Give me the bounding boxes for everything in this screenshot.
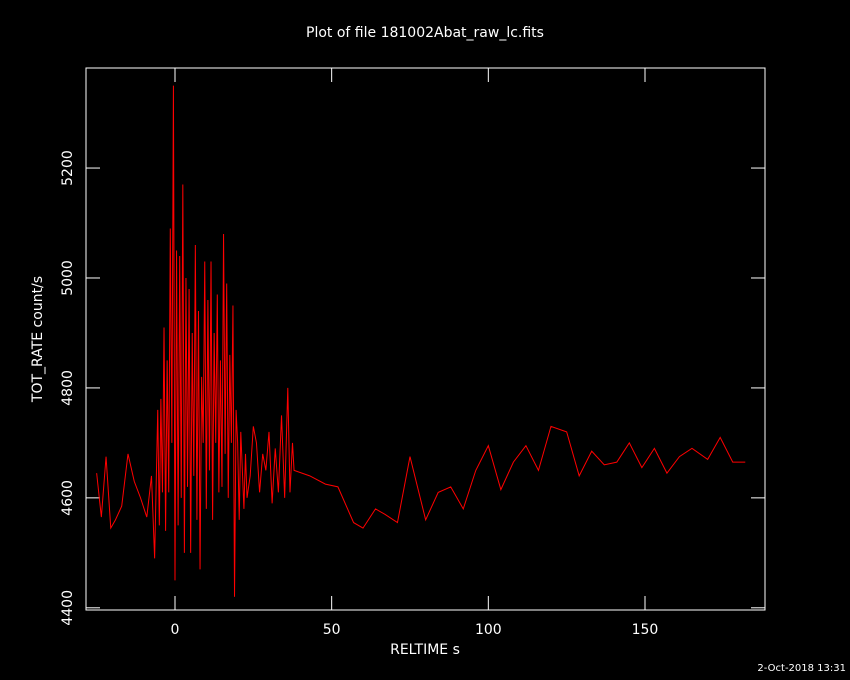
- y-axis-label: TOT_RATE count/s: [30, 276, 46, 403]
- x-tick-label: 100: [475, 622, 502, 638]
- y-tick-label: 4800: [60, 370, 76, 406]
- plot-frame: [85, 67, 766, 611]
- y-tick-label: 5200: [60, 150, 76, 186]
- x-tick-label: 150: [632, 622, 659, 638]
- y-tick-label: 5000: [60, 260, 76, 296]
- x-tick-label: 0: [171, 622, 180, 638]
- footer: 2-Oct-2018 13:31: [757, 663, 846, 674]
- x-axis-label: RELTIME s: [390, 642, 460, 658]
- y-tick-label: 4400: [60, 590, 76, 626]
- y-tick-label: 4600: [60, 480, 76, 516]
- x-tick-label: 50: [323, 622, 341, 638]
- chart-title: Plot of file 181002Abat_raw_lc.fits: [306, 25, 544, 41]
- light-curve: [96, 85, 746, 597]
